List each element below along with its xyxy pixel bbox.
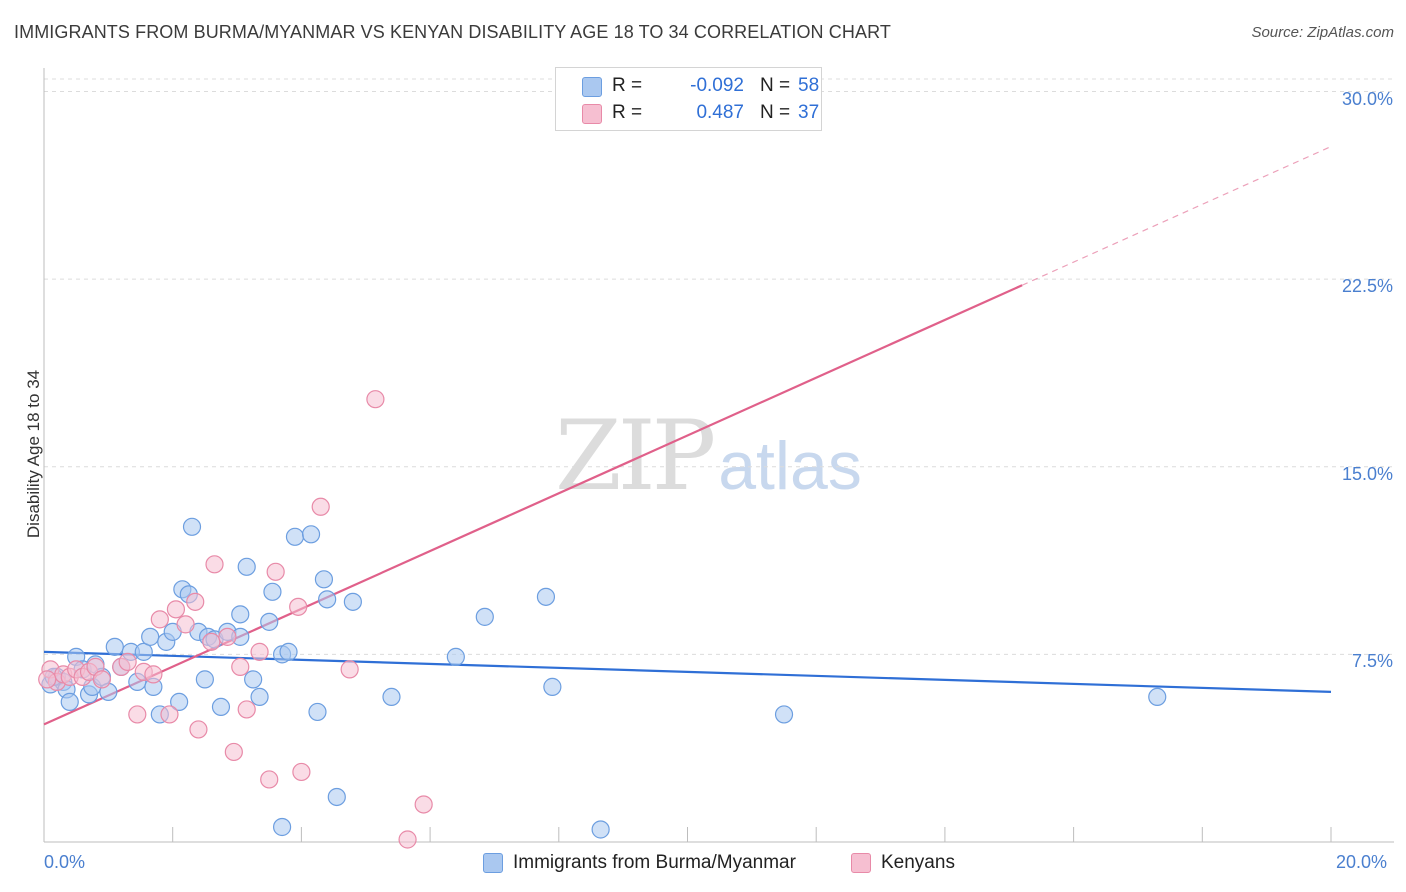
kenyan-point (166, 600, 186, 619)
burma-point (263, 582, 282, 601)
bottom-legend-label-kenyans: Kenyans (881, 852, 955, 873)
kenyan-point (150, 610, 169, 629)
source-label: Source: ZipAtlas.com (1251, 24, 1394, 41)
kenyan-point (38, 670, 57, 689)
kenyan-point (366, 390, 385, 409)
burma-point (237, 557, 256, 576)
burma-point (211, 697, 231, 717)
burma-point (327, 787, 346, 807)
burma-point (231, 605, 250, 624)
burma-point (774, 705, 794, 724)
burma-point (260, 612, 279, 631)
kenyan-point (118, 652, 137, 671)
burma-point (170, 692, 189, 712)
burma-point (279, 642, 298, 661)
kenyan-point (237, 700, 256, 719)
legend-n-label: N = (760, 75, 791, 96)
legend-swatch-blue (582, 77, 602, 97)
legend-r-label: R = (612, 102, 643, 123)
burma-point (134, 642, 153, 661)
burma-point (591, 820, 610, 839)
legend-n-label: N = (760, 102, 791, 123)
burma-point (314, 570, 334, 589)
chart-title: IMMIGRANTS FROM BURMA/MYANMAR VS KENYAN … (14, 22, 891, 42)
kenyan-point (266, 562, 285, 581)
y-tick-label: 30.0% (1341, 88, 1393, 109)
kenyan-point (224, 742, 243, 762)
legend-r-label: R = (612, 75, 643, 96)
kenyan-point (231, 657, 250, 676)
watermark-zip: ZIP (555, 400, 716, 512)
kenyan-trend-extension (1021, 145, 1332, 286)
legend-n-value: 37 (798, 102, 820, 123)
bottom-legend-swatch-pink (851, 853, 871, 873)
burma-point (141, 627, 160, 646)
kenyan-trend-line (43, 284, 1023, 726)
burma-point (195, 670, 214, 689)
kenyan-point (398, 830, 417, 849)
burma-point (301, 525, 321, 544)
kenyan-point (414, 795, 433, 814)
burma-point (182, 517, 202, 536)
y-tick-label: 22.5% (1341, 276, 1393, 297)
axis-layer (43, 68, 1394, 843)
burma-point (475, 607, 494, 626)
kenyan-point (176, 615, 195, 634)
kenyan-point (144, 665, 163, 684)
watermark-atlas: atlas (718, 428, 862, 504)
kenyan-point (160, 705, 179, 724)
bottom-legend-label-burma: Immigrants from Burma/Myanmar (513, 852, 796, 873)
legend-n-value: 58 (798, 75, 820, 96)
kenyan-point (289, 597, 308, 616)
legend-swatch-pink (582, 104, 602, 124)
kenyan-point (186, 592, 205, 611)
kenyan-point (205, 555, 224, 574)
kenyan-point (340, 660, 359, 679)
correlation-legend: R = -0.092 N = 58 R = 0.487 N = 37 (555, 67, 822, 131)
kenyan-point (292, 762, 311, 782)
zipatlas-watermark: ZIPatlas (555, 400, 862, 512)
bottom-legend-swatch-blue (483, 853, 503, 873)
x-tick-label-max: 20.0% (1336, 852, 1388, 872)
burma-point (318, 590, 337, 609)
kenyan-point (128, 705, 147, 724)
kenyan-point (260, 770, 279, 789)
burma-point (382, 687, 401, 707)
burma-point (1148, 687, 1167, 707)
x-tick-label-min: 0.0% (44, 852, 86, 872)
burma-point (250, 687, 269, 707)
kenyan-point (202, 632, 221, 651)
kenyan-point (311, 497, 330, 516)
kenyan-point (218, 627, 237, 646)
y-tick-label: 7.5% (1351, 651, 1393, 672)
burma-point (244, 670, 263, 689)
points-layer (38, 390, 1167, 849)
legend-r-value: -0.092 (690, 75, 744, 96)
kenyan-point (189, 720, 208, 739)
burma-point (543, 677, 562, 696)
burma-point (272, 817, 292, 837)
burma-point (536, 587, 556, 606)
burma-point (308, 702, 327, 722)
kenyan-point (92, 670, 112, 689)
burma-point (446, 647, 465, 666)
burma-point (343, 592, 362, 611)
burma-point (60, 692, 79, 712)
y-tick-label: 15.0% (1341, 463, 1393, 484)
burma-point (285, 527, 305, 546)
legend-r-value: 0.487 (696, 102, 744, 123)
kenyan-point (250, 642, 269, 661)
burma-point (105, 637, 124, 656)
